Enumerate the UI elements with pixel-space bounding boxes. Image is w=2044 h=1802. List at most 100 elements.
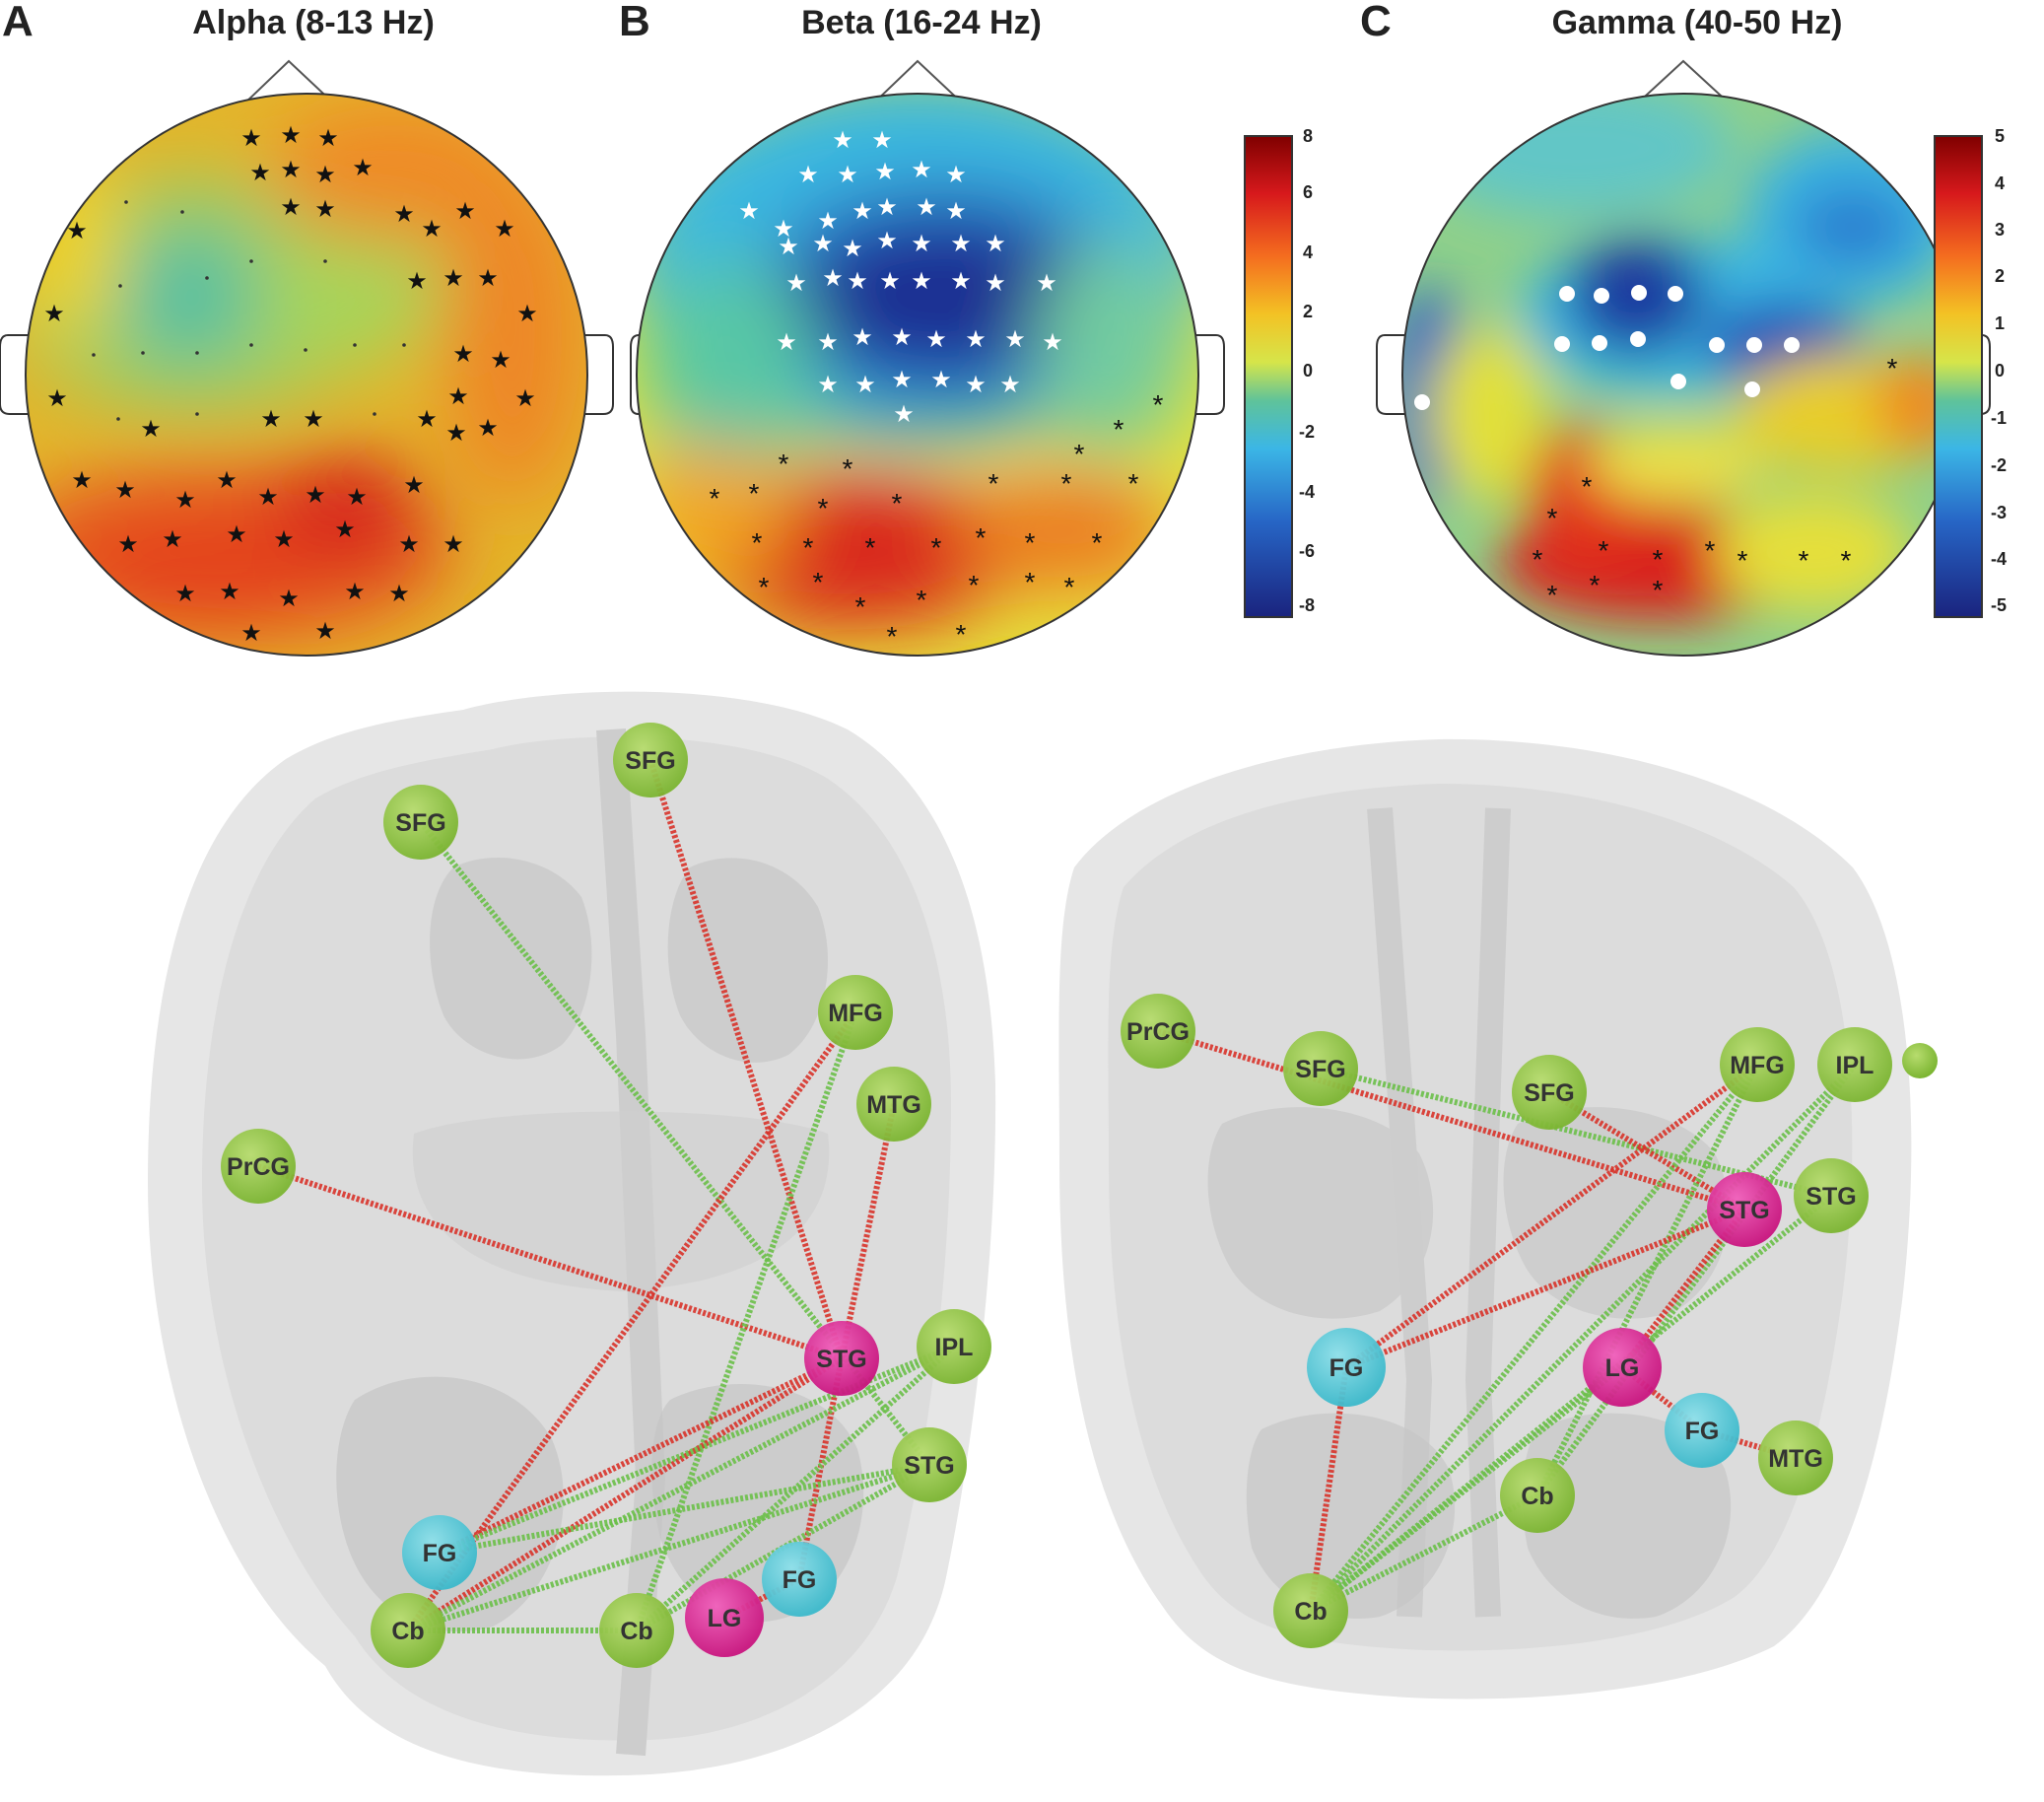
svg-text:★: ★ (174, 487, 196, 514)
region-node-circle (917, 1309, 991, 1384)
svg-text:★: ★ (447, 383, 469, 410)
svg-text:★: ★ (406, 268, 428, 295)
region-node-circle (221, 1129, 296, 1204)
left-ear-icon (0, 334, 28, 415)
region-node-stg: STG (892, 1427, 967, 1502)
svg-text:*: * (813, 567, 824, 597)
svg-text:★: ★ (393, 201, 415, 228)
region-node-circle (1307, 1328, 1386, 1407)
region-node-sfg: SFG (1283, 1031, 1358, 1106)
connection-edge-red (406, 1355, 844, 1633)
connection-edge-red (1308, 1366, 1349, 1612)
svg-text:★: ★ (832, 127, 853, 154)
colorbar-tick: -3 (1991, 503, 2007, 522)
left-ear-icon (1376, 334, 1404, 415)
colorbar-tick: 8 (1303, 126, 1313, 146)
panel-labels: A Alpha (8-13 Hz) B Beta (16-24 Hz) C Ga… (2, 0, 1842, 45)
svg-text:★: ★ (985, 270, 1006, 297)
connection-edge-red (1157, 1028, 1745, 1213)
svg-text:★: ★ (314, 618, 336, 645)
region-node-label: FG (1685, 1418, 1720, 1445)
svg-text:*: * (803, 532, 814, 563)
svg-text:*: * (749, 478, 760, 509)
alpha-star-markers: ★ ★ ★ ★ ★ ★ ★ ★ ★ ★ ★ ★ ★ ★ ★ ★ ★ ★ ★ ★ ★ ★ ★ ★ ★ ★ ★ ★ ★ ★ ★ ★… (43, 122, 538, 647)
connection-edge-red (839, 1103, 897, 1359)
region-node-mfg: MFG (1720, 1027, 1795, 1102)
svg-text:*: * (1114, 414, 1124, 445)
svg-text:★: ★ (925, 326, 947, 353)
region-node-label: MTG (1768, 1445, 1823, 1473)
svg-text:*: * (976, 522, 987, 553)
region-node-fg: FG (402, 1515, 477, 1590)
region-node-label: SFG (395, 809, 445, 837)
region-node-circle (1500, 1458, 1575, 1533)
svg-text:*: * (1590, 570, 1601, 600)
svg-text:*: * (759, 572, 770, 602)
svg-text:★: ★ (1036, 270, 1057, 297)
svg-text:★: ★ (334, 517, 356, 543)
region-node-cb: Cb (599, 1593, 674, 1668)
svg-text:*: * (892, 488, 903, 519)
region-node-sfg: SFG (613, 723, 688, 797)
alpha-electrode-dots (92, 200, 406, 421)
svg-text:*: * (988, 468, 999, 499)
svg-text:★: ★ (477, 415, 499, 442)
nose-icon (869, 59, 967, 107)
svg-text:★: ★ (43, 301, 65, 327)
connection-edge-red (1344, 1207, 1746, 1370)
connection-edge-green (439, 1462, 930, 1556)
region-node-circle (1665, 1393, 1739, 1468)
svg-text:*: * (779, 449, 789, 479)
region-node-circle (818, 975, 893, 1050)
svg-text:*: * (1025, 567, 1036, 597)
svg-text:★: ★ (876, 194, 898, 221)
region-node-circle (371, 1593, 445, 1668)
svg-text:★: ★ (893, 401, 915, 428)
svg-text:★: ★ (738, 198, 760, 225)
svg-text:★: ★ (950, 231, 972, 257)
svg-text:★: ★ (778, 234, 799, 260)
connection-edge-green (407, 1462, 930, 1633)
svg-text:*: * (1533, 544, 1543, 575)
colorbar-tick: 5 (1995, 126, 2005, 146)
region-node-circle (1720, 1027, 1795, 1102)
svg-text:★: ★ (1004, 326, 1026, 353)
svg-text:★: ★ (398, 531, 420, 558)
connection-edge-green (1309, 1364, 1624, 1614)
region-node-ipl: IPL (917, 1309, 991, 1384)
region-node-label: Cb (391, 1618, 424, 1645)
svg-text:*: * (1153, 389, 1164, 420)
connection-edge-red (647, 759, 845, 1359)
svg-text:★: ★ (874, 159, 896, 185)
svg-text:★: ★ (817, 208, 839, 235)
region-node-circle (1758, 1421, 1833, 1495)
svg-text:*: * (1599, 535, 1609, 566)
svg-text:*: * (917, 585, 927, 615)
svg-text:★: ★ (852, 324, 873, 351)
colorbar-beta: 8 6 4 2 0 -2 -4 -6 -8 (1244, 126, 1315, 618)
nose-icon (240, 59, 338, 107)
svg-text:*: * (1074, 439, 1085, 469)
svg-text:*: * (1061, 468, 1072, 499)
connection-edge-green (1309, 1193, 1833, 1614)
svg-text:★: ★ (140, 416, 162, 443)
svg-text:*: * (887, 621, 898, 652)
svg-text:★: ★ (403, 472, 425, 499)
region-node-circle (892, 1427, 967, 1502)
region-node-circle (1121, 994, 1195, 1069)
region-node-label: MFG (1730, 1052, 1785, 1079)
region-node-label: FG (423, 1540, 457, 1567)
svg-text:★: ★ (812, 231, 834, 257)
connection-edge-green (1309, 1492, 1539, 1614)
svg-text:★: ★ (66, 218, 88, 244)
svg-text:*: * (1653, 544, 1664, 575)
svg-text:★: ★ (278, 586, 300, 612)
svg-text:*: * (1841, 545, 1852, 576)
svg-text:★: ★ (847, 268, 868, 295)
region-node-label: IPL (935, 1334, 974, 1361)
svg-text:★: ★ (454, 198, 476, 225)
region-node-label: IPL (1836, 1052, 1874, 1079)
region-node-fg: FG (1307, 1328, 1386, 1407)
region-node-fg: FG (762, 1542, 837, 1617)
region-node-mfg: MFG (818, 975, 893, 1050)
